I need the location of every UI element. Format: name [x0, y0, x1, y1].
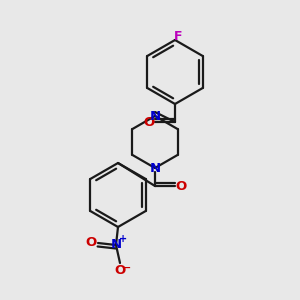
Text: N: N: [149, 161, 161, 175]
Text: O: O: [85, 236, 97, 250]
Text: O: O: [114, 265, 126, 278]
Text: O: O: [143, 116, 155, 128]
Text: +: +: [119, 234, 127, 244]
Text: O: O: [176, 179, 187, 193]
Text: N: N: [149, 110, 161, 122]
Text: F: F: [174, 29, 182, 43]
Text: −: −: [122, 263, 132, 273]
Text: N: N: [110, 238, 122, 251]
